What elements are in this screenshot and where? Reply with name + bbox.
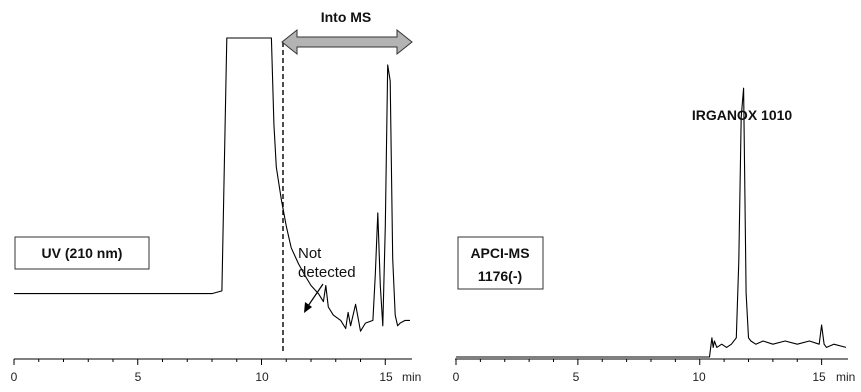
uv-panel: 0 5 10 15 min Into MS Not detected UV (2…	[11, 9, 422, 384]
uv-trace-label: UV (210 nm)	[42, 245, 123, 261]
not-detected-label-line2: detected	[298, 264, 356, 281]
apci-ms-trace-label-line2: 1176(-)	[478, 268, 522, 284]
right-tick-label-10: 10	[692, 370, 706, 384]
left-x-unit-label: min	[402, 370, 421, 384]
right-tick-label-0: 0	[453, 370, 460, 384]
left-tick-label-5: 5	[135, 370, 142, 384]
into-ms-arrow	[281, 28, 413, 56]
right-tick-label-5: 5	[573, 370, 580, 384]
right-x-unit-label: min	[836, 370, 855, 384]
left-tick-label-0: 0	[11, 370, 18, 384]
apci-ms-trace-line	[456, 87, 847, 358]
apci-ms-trace-label-line1: APCI-MS	[470, 245, 529, 261]
right-x-ticks	[455, 359, 823, 365]
uv-trace-line	[14, 37, 410, 332]
left-tick-label-15: 15	[379, 370, 393, 384]
apci-ms-panel: 0 5 10 15 min IRGANOX 1010 APCI-MS 1176(…	[453, 87, 855, 384]
uv-label-box	[14, 236, 150, 270]
apci-ms-label-box	[457, 236, 544, 290]
left-tick-label-10: 10	[255, 370, 269, 384]
irganox-peak-label: IRGANOX 1010	[692, 107, 793, 123]
not-detected-label-line1: Not	[298, 245, 322, 262]
right-tick-label-15: 15	[812, 370, 826, 384]
not-detected-arrow	[304, 283, 324, 313]
into-ms-label: Into MS	[321, 9, 372, 25]
left-x-ticks	[13, 359, 386, 365]
